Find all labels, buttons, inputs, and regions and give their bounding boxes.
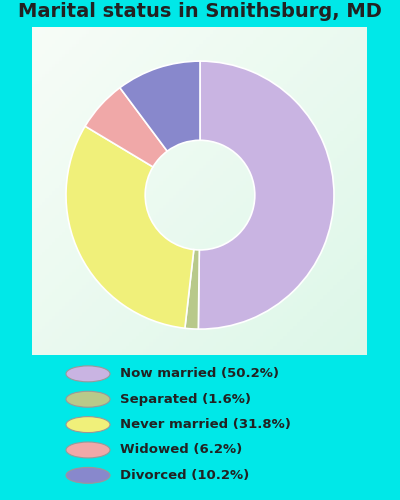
Circle shape <box>66 468 110 483</box>
Wedge shape <box>120 61 200 151</box>
Text: Widowed (6.2%): Widowed (6.2%) <box>120 444 242 456</box>
Circle shape <box>66 416 110 432</box>
Text: Now married (50.2%): Now married (50.2%) <box>120 368 279 380</box>
Text: Never married (31.8%): Never married (31.8%) <box>120 418 291 431</box>
Circle shape <box>66 366 110 382</box>
Circle shape <box>66 391 110 407</box>
Wedge shape <box>185 250 199 329</box>
Circle shape <box>66 442 110 458</box>
Text: Marital status in Smithsburg, MD: Marital status in Smithsburg, MD <box>18 2 382 20</box>
Text: Separated (1.6%): Separated (1.6%) <box>120 392 251 406</box>
Wedge shape <box>198 61 334 329</box>
Text: Divorced (10.2%): Divorced (10.2%) <box>120 469 249 482</box>
Wedge shape <box>66 126 194 328</box>
Wedge shape <box>85 88 167 167</box>
